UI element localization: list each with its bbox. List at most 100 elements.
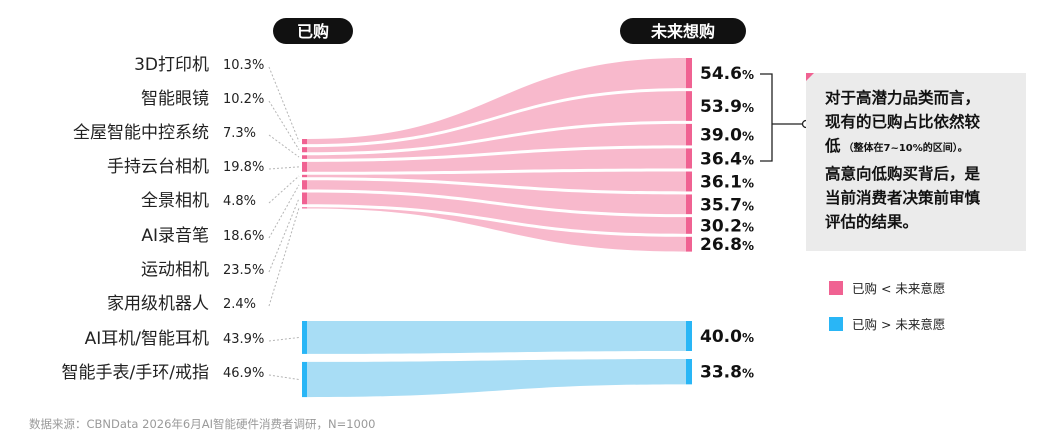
category-label: 3D打印机 [134, 55, 209, 75]
bought-pct-label: 2.4% [223, 297, 256, 312]
future-value-label: 33.8% [700, 363, 754, 383]
leader-line [268, 134, 300, 158]
note-box: 对于高潜力品类而言， 现有的已购占比依然较 低（整体在7~10%的区间）。 高意… [806, 73, 1026, 251]
note-line-3-small: （整体在7~10%的区间）。 [844, 141, 968, 154]
leader-line [268, 175, 300, 204]
future-value-label: 35.7% [700, 195, 754, 215]
category-label: 智能手表/手环/戒指 [62, 363, 209, 383]
bought-bar [302, 207, 307, 209]
bracket [760, 73, 811, 162]
leader-line [268, 66, 300, 142]
category-label: 全屋智能中控系统 [73, 123, 209, 143]
future-bar [686, 148, 692, 169]
bought-bar [302, 192, 307, 205]
future-pct-labels: 54.6% 53.9% 39.0% 36.4% 36.1% 35.7%30.2%26.8%… [700, 64, 754, 383]
future-bars [686, 58, 692, 385]
bought-bar [302, 361, 307, 398]
header-future-label: 未来想购 [650, 22, 715, 41]
flow-band [307, 58, 686, 145]
bought-pct-label: 10.2% [223, 92, 264, 107]
future-bar [686, 217, 692, 234]
category-label: 家用级机器人 [107, 294, 209, 314]
bought-bar [302, 155, 307, 159]
leader-line [268, 100, 300, 150]
bought-pct-label: 4.8% [223, 194, 256, 209]
flow-band [307, 207, 686, 252]
header-future: 未来想购 [620, 18, 746, 44]
note-line-5: 当前消费者决策前审慎 [825, 188, 981, 207]
category-label: AI耳机/智能耳机 [85, 329, 209, 349]
future-bar [686, 171, 692, 192]
future-value-label: 54.6% [700, 64, 754, 84]
future-value-unit: % [742, 220, 754, 234]
flow-band [307, 171, 686, 192]
bought-bar [302, 321, 307, 354]
category-label: 全景相机 [141, 191, 209, 211]
future-bar [686, 91, 692, 121]
future-bar [686, 321, 692, 351]
category-label: 智能眼镜 [141, 89, 209, 109]
bought-pct-label: 10.3% [223, 58, 264, 73]
bought-bar [302, 180, 307, 190]
legend: 已购 < 未来意愿 已购 > 未来意愿 [829, 281, 945, 332]
future-value-unit: % [742, 130, 754, 144]
bought-bar [302, 147, 307, 153]
flow-band [307, 321, 686, 354]
future-value-unit: % [742, 101, 754, 115]
category-label: AI录音笔 [141, 226, 209, 246]
note-line-1: 对于高潜力品类而言， [825, 88, 980, 107]
future-bar [686, 359, 692, 385]
future-value-label: 36.1% [700, 172, 754, 192]
flows [307, 58, 686, 398]
future-value-label: 40.0% [700, 327, 754, 347]
header-bought-pill [273, 18, 353, 44]
future-value-unit: % [742, 239, 754, 253]
future-bar [686, 236, 692, 252]
bought-bar [302, 139, 307, 145]
future-value-unit: % [742, 199, 754, 213]
future-value-unit: % [742, 153, 754, 167]
future-value-unit: % [742, 68, 754, 82]
legend-swatch-gt [829, 317, 843, 331]
bought-bar [302, 174, 307, 178]
future-value-label: 39.0% [700, 126, 754, 146]
leader-line [268, 336, 300, 342]
header-future-pill [620, 18, 746, 44]
header-bought: 已购 [273, 18, 353, 44]
flow-band [307, 123, 686, 159]
bracket-line [760, 73, 773, 162]
future-value-unit: % [742, 367, 754, 381]
flow-band [307, 91, 686, 153]
flow-band [307, 180, 686, 215]
leader-line [268, 184, 300, 239]
future-value-unit: % [742, 176, 754, 190]
future-value-label: 53.9% [700, 97, 754, 117]
future-bar [686, 194, 692, 215]
note-line-3: 低（整体在7~10%的区间）。 [824, 136, 968, 155]
future-value-label: 26.8% [700, 235, 754, 255]
note-line-3-main: 低 [824, 136, 841, 155]
future-value-label: 30.2% [700, 216, 754, 236]
note-line-4: 高意向低购买背后，是 [825, 164, 981, 183]
flow-band [307, 148, 686, 172]
legend-swatch-lt [829, 281, 843, 295]
note-line-2: 现有的已购占比依然较 [825, 112, 981, 131]
bought-pct-label: 19.8% [223, 160, 264, 175]
category-label: 运动相机 [141, 260, 209, 280]
bought-pct-label: 7.3% [223, 126, 256, 141]
source-note: 数据来源：CBNData 2026年6月AI智能硬件消费者调研，N=1000 [29, 417, 375, 431]
category-label: 手持云台相机 [107, 157, 209, 177]
note-background [806, 73, 1026, 251]
leader-lines [268, 66, 300, 381]
note-line-6: 评估的结果。 [825, 212, 918, 231]
bought-pct-label: 18.6% [223, 229, 264, 244]
note-corner-icon [806, 73, 814, 81]
flow-band [307, 192, 686, 234]
bought-pct-label: 43.9% [223, 332, 264, 347]
leader-line [268, 374, 300, 381]
bought-pct-labels: 10.3% 10.2% 7.3% 19.8% 4.8% 18.6% 23.5% 2.4% 43.… [223, 58, 264, 381]
bought-pct-label: 23.5% [223, 263, 264, 278]
bought-bar [302, 161, 307, 172]
